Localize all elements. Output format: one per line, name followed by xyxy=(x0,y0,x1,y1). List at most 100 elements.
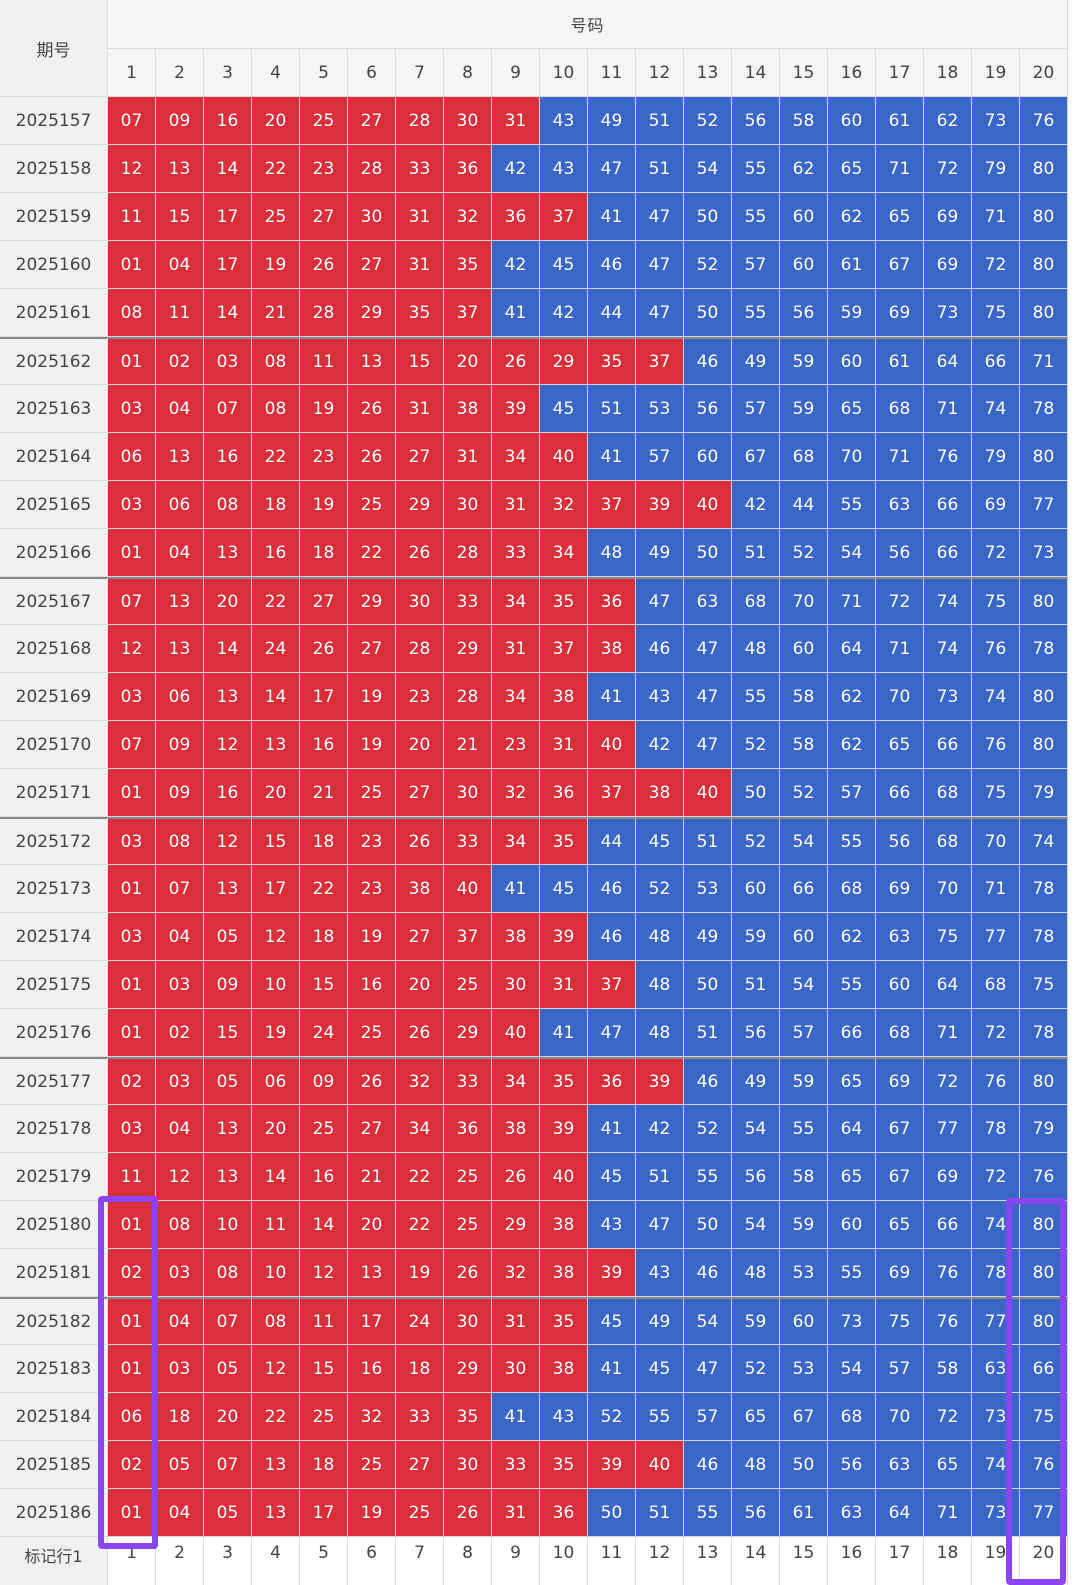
number-cell: 52 xyxy=(780,769,828,817)
number-cell: 76 xyxy=(972,625,1020,673)
column-header: 6 xyxy=(348,49,396,97)
number-cell: 04 xyxy=(156,1489,204,1537)
number-cell: 59 xyxy=(780,337,828,385)
number-cell: 28 xyxy=(444,529,492,577)
number-cell: 15 xyxy=(156,193,204,241)
number-cell: 69 xyxy=(972,481,1020,529)
number-cell: 76 xyxy=(972,721,1020,769)
number-cell: 66 xyxy=(1020,1345,1068,1393)
number-cell: 36 xyxy=(540,1489,588,1537)
number-cell: 27 xyxy=(348,97,396,145)
number-cell: 01 xyxy=(108,1009,156,1057)
number-cell: 73 xyxy=(972,97,1020,145)
period-cell: 2025185 xyxy=(0,1441,108,1489)
number-cell: 62 xyxy=(924,97,972,145)
number-cell: 55 xyxy=(828,1249,876,1297)
number-cell: 73 xyxy=(924,673,972,721)
number-cell: 31 xyxy=(540,961,588,1009)
number-cell: 80 xyxy=(1020,721,1068,769)
number-cell: 29 xyxy=(444,1345,492,1393)
number-cell: 72 xyxy=(972,1009,1020,1057)
number-cell: 38 xyxy=(540,1345,588,1393)
number-cell: 60 xyxy=(876,961,924,1009)
number-cell: 30 xyxy=(492,961,540,1009)
number-cell: 34 xyxy=(396,1105,444,1153)
number-cell: 43 xyxy=(588,1201,636,1249)
column-header: 8 xyxy=(444,49,492,97)
number-cell: 05 xyxy=(156,1441,204,1489)
number-cell: 52 xyxy=(588,1393,636,1441)
number-cell: 26 xyxy=(396,529,444,577)
period-cell: 2025175 xyxy=(0,961,108,1009)
number-cell: 27 xyxy=(348,625,396,673)
number-cell: 70 xyxy=(876,673,924,721)
number-cell: 16 xyxy=(300,1153,348,1201)
number-cell: 50 xyxy=(684,529,732,577)
number-cell: 56 xyxy=(732,1153,780,1201)
footer-cell: 4 xyxy=(252,1537,300,1585)
number-cell: 78 xyxy=(1020,865,1068,913)
number-cell: 35 xyxy=(540,1297,588,1345)
period-cell: 2025180 xyxy=(0,1201,108,1249)
number-cell: 66 xyxy=(780,865,828,913)
number-cell: 13 xyxy=(252,1489,300,1537)
number-cell: 55 xyxy=(732,145,780,193)
number-cell: 52 xyxy=(636,865,684,913)
number-cell: 41 xyxy=(588,433,636,481)
number-cell: 32 xyxy=(444,193,492,241)
number-cell: 37 xyxy=(588,769,636,817)
period-cell: 2025161 xyxy=(0,289,108,337)
number-cell: 08 xyxy=(204,1249,252,1297)
number-cell: 26 xyxy=(492,337,540,385)
number-cell: 60 xyxy=(780,913,828,961)
number-cell: 46 xyxy=(588,913,636,961)
number-cell: 28 xyxy=(300,289,348,337)
number-cell: 08 xyxy=(108,289,156,337)
period-cell: 2025186 xyxy=(0,1489,108,1537)
number-cell: 47 xyxy=(684,721,732,769)
number-cell: 46 xyxy=(588,241,636,289)
number-cell: 35 xyxy=(540,1057,588,1105)
number-cell: 45 xyxy=(588,1297,636,1345)
number-cell: 07 xyxy=(204,1297,252,1345)
number-cell: 53 xyxy=(684,865,732,913)
number-cell: 23 xyxy=(300,433,348,481)
number-cell: 35 xyxy=(444,1393,492,1441)
number-cell: 18 xyxy=(300,529,348,577)
number-cell: 17 xyxy=(300,1489,348,1537)
number-cell: 49 xyxy=(636,529,684,577)
number-cell: 19 xyxy=(348,913,396,961)
period-cell: 2025167 xyxy=(0,577,108,625)
number-cell: 12 xyxy=(252,913,300,961)
number-cell: 16 xyxy=(348,961,396,1009)
column-header: 10 xyxy=(540,49,588,97)
number-cell: 80 xyxy=(1020,1201,1068,1249)
number-cell: 47 xyxy=(636,1201,684,1249)
footer-row-label: 标记行1 xyxy=(0,1537,108,1585)
number-cell: 45 xyxy=(540,865,588,913)
number-cell: 46 xyxy=(588,865,636,913)
number-cell: 31 xyxy=(492,1489,540,1537)
number-cell: 50 xyxy=(684,961,732,1009)
number-cell: 44 xyxy=(780,481,828,529)
number-cell: 58 xyxy=(780,673,828,721)
number-cell: 25 xyxy=(300,1105,348,1153)
period-cell: 2025178 xyxy=(0,1105,108,1153)
number-cell: 27 xyxy=(300,577,348,625)
number-cell: 46 xyxy=(684,1057,732,1105)
number-cell: 01 xyxy=(108,865,156,913)
number-cell: 37 xyxy=(588,961,636,1009)
period-cell: 2025163 xyxy=(0,385,108,433)
number-cell: 12 xyxy=(252,1345,300,1393)
number-cell: 22 xyxy=(252,145,300,193)
number-cell: 22 xyxy=(396,1153,444,1201)
number-cell: 32 xyxy=(348,1393,396,1441)
number-cell: 64 xyxy=(828,625,876,673)
number-cell: 02 xyxy=(108,1441,156,1489)
number-cell: 73 xyxy=(924,289,972,337)
number-cell: 53 xyxy=(780,1345,828,1393)
number-cell: 69 xyxy=(876,865,924,913)
number-cell: 31 xyxy=(396,241,444,289)
number-cell: 39 xyxy=(636,481,684,529)
number-cell: 49 xyxy=(588,97,636,145)
